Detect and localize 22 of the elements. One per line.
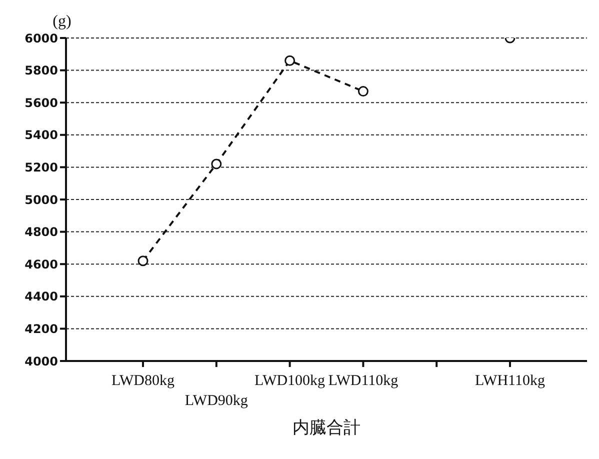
y-tick-label: 4600	[24, 257, 58, 272]
x-tick-label: LWD90kg	[184, 393, 248, 409]
x-tick-label: LWD80kg	[111, 373, 176, 389]
y-tick-label: 4200	[24, 322, 58, 336]
y-tick-label: 4400	[24, 290, 58, 304]
y-tick-label: 6000	[24, 31, 58, 46]
y-tick-label: 5600	[24, 96, 58, 110]
x-tick-label: LWH110kg	[475, 373, 546, 389]
y-tick-label: 4000	[24, 354, 58, 368]
y-tick-label: 4800	[24, 225, 58, 240]
y-axis-title: (g)	[52, 13, 72, 30]
y-tick-label: 5400	[24, 128, 58, 142]
point	[358, 86, 368, 97]
x-tick-label: LWD110kg	[328, 373, 399, 389]
point	[284, 55, 296, 66]
point	[138, 256, 148, 266]
x-axis-title: 内臓合計	[292, 418, 360, 438]
x-tick-label: LWD100kg	[254, 373, 326, 389]
y-tick-label: 5200	[24, 160, 58, 174]
y-tick-label: 5000	[24, 192, 58, 207]
y-tick-label: 5800	[24, 64, 58, 78]
point	[211, 158, 222, 170]
